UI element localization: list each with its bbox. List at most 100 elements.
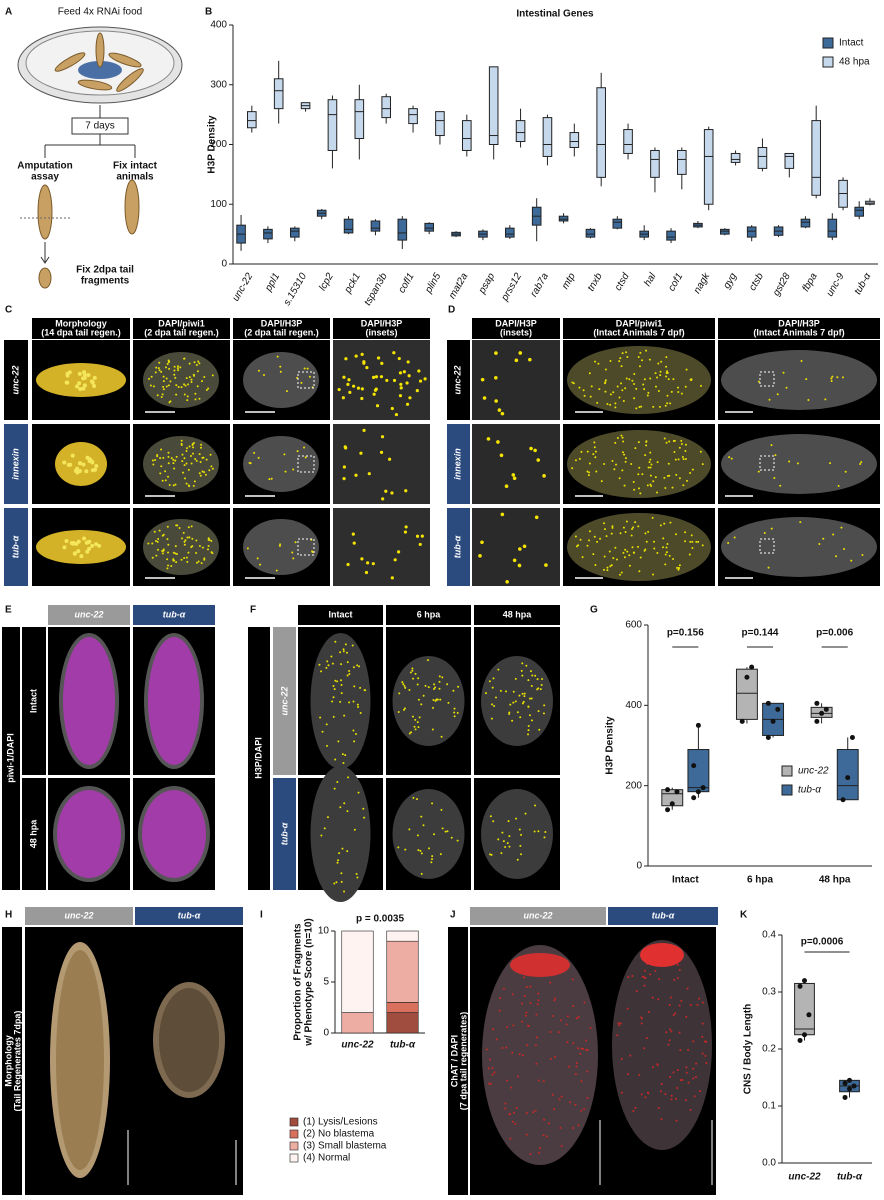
- signal-dot: [684, 443, 687, 446]
- signal-dot: [444, 830, 447, 833]
- x-tick-label: prss12: [499, 271, 524, 304]
- signal-dot: [533, 448, 537, 453]
- signal-dot: [486, 437, 491, 441]
- signal-dot: [506, 842, 509, 845]
- signal-dot: [592, 553, 595, 556]
- panel-a-text: Fix intact: [113, 161, 158, 172]
- signal-dot: [197, 360, 200, 363]
- y-tick-label: 300: [210, 79, 227, 90]
- signal-dot: [408, 828, 411, 831]
- worm: [116, 68, 144, 92]
- signal-dot: [663, 437, 666, 440]
- signal-dot: [664, 404, 667, 407]
- signal-dot: [621, 451, 624, 454]
- signal-dot: [408, 732, 411, 735]
- signal-dot: [531, 674, 534, 677]
- signal-dot: [418, 542, 422, 547]
- signal-dot: [518, 547, 522, 551]
- signal-dot: [150, 375, 153, 378]
- signal-dot: [166, 538, 169, 541]
- signal-dot: [557, 1031, 560, 1034]
- signal-dot: [637, 355, 640, 358]
- signal-dot: [662, 546, 665, 549]
- signal-dot: [192, 484, 195, 487]
- signal-dot: [180, 386, 183, 389]
- signal-dot: [162, 380, 165, 383]
- signal-dot: [403, 530, 408, 534]
- signal-dot: [642, 383, 645, 386]
- panel-a-text: Amputation: [17, 161, 73, 172]
- signal-dot: [574, 1103, 577, 1106]
- signal-dot: [172, 558, 175, 561]
- signal-dot: [175, 393, 178, 396]
- signal-dot: [384, 489, 388, 493]
- signal-dot: [685, 1071, 688, 1074]
- signal-dot: [604, 379, 607, 382]
- signal-dot: [194, 392, 197, 395]
- worm-image: [243, 436, 319, 492]
- signal-dot: [523, 976, 526, 979]
- y-tick-label: 0.4: [762, 930, 776, 941]
- signal-dot: [292, 468, 295, 471]
- signal-dot: [167, 451, 170, 454]
- signal-dot: [572, 382, 575, 385]
- signal-dot: [491, 1067, 494, 1070]
- signal-dot: [669, 1028, 672, 1031]
- signal-dot: [622, 526, 625, 529]
- signal-dot: [359, 686, 362, 689]
- signal-dot: [577, 1124, 580, 1127]
- signal-dot: [408, 396, 412, 400]
- arrow: [44, 134, 136, 158]
- signal-dot: [374, 375, 379, 379]
- signal-dot: [166, 363, 169, 366]
- signal-dot: [514, 358, 519, 363]
- signal-dot: [679, 1079, 682, 1082]
- signal-dot: [496, 440, 500, 444]
- signal-dot: [185, 462, 188, 465]
- signal-dot: [799, 521, 802, 524]
- signal-dot: [673, 451, 676, 454]
- worm-image: [159, 988, 219, 1092]
- signal-dot: [151, 459, 154, 462]
- signal-dot: [186, 560, 189, 563]
- worm-image: [612, 940, 712, 1150]
- signal-dot: [77, 381, 82, 386]
- signal-dot: [420, 872, 423, 875]
- signal-dot: [619, 532, 622, 535]
- signal-dot: [162, 388, 165, 391]
- column-header-text: Intact: [328, 609, 352, 619]
- signal-dot: [686, 479, 689, 482]
- signal-dot: [65, 380, 70, 385]
- signal-dot: [342, 761, 345, 764]
- chart-title: Intestinal Genes: [516, 9, 594, 20]
- signal-dot: [530, 697, 533, 700]
- signal-dot: [446, 830, 449, 833]
- signal-dot: [188, 362, 191, 365]
- signal-dot: [507, 820, 510, 823]
- signal-dot: [500, 411, 505, 416]
- signal-dot: [530, 684, 533, 687]
- signal-dot: [645, 349, 648, 352]
- panel-a-text: 7 days: [85, 121, 114, 132]
- signal-dot: [643, 388, 646, 391]
- signal-dot: [647, 391, 650, 394]
- y-tick-label: 200: [625, 780, 642, 791]
- signal-dot: [625, 351, 628, 354]
- signal-dot: [160, 396, 163, 399]
- signal-dot: [662, 537, 665, 540]
- signal-dot: [497, 668, 500, 671]
- signal-dot: [763, 532, 766, 535]
- signal-dot: [346, 382, 350, 386]
- signal-dot: [631, 527, 634, 530]
- signal-dot: [182, 471, 185, 474]
- signal-dot: [347, 378, 351, 382]
- signal-dot: [362, 807, 365, 810]
- signal-dot: [624, 457, 627, 460]
- signal-dot: [75, 466, 80, 471]
- data-point: [744, 674, 750, 680]
- signal-dot: [167, 564, 170, 567]
- x-tick-label: ppl1: [263, 271, 282, 294]
- data-point: [802, 1032, 807, 1038]
- signal-dot: [480, 377, 485, 382]
- data-point: [851, 1083, 857, 1089]
